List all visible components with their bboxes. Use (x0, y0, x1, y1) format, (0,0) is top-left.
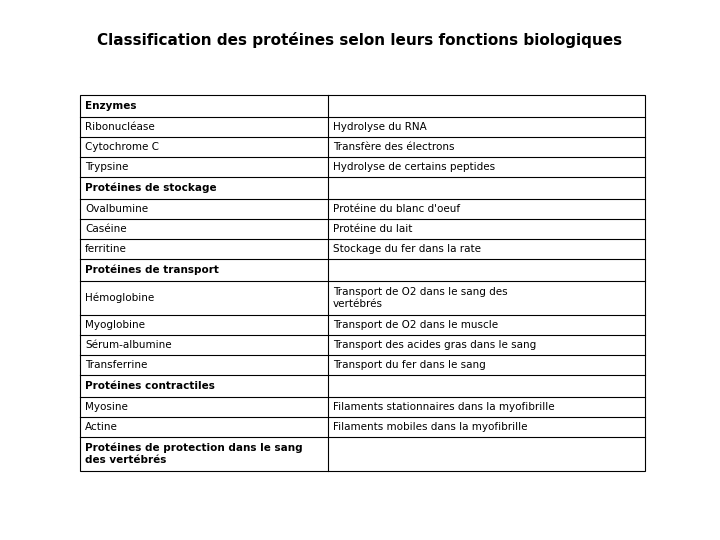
Text: Hémoglobine: Hémoglobine (85, 293, 154, 303)
Text: Enzymes: Enzymes (85, 101, 137, 111)
Text: Protéines de transport: Protéines de transport (85, 265, 219, 275)
Text: Transport de O2 dans le muscle: Transport de O2 dans le muscle (333, 320, 498, 330)
Text: Transfère des électrons: Transfère des électrons (333, 142, 454, 152)
Text: Transport du fer dans le sang: Transport du fer dans le sang (333, 360, 486, 370)
Text: Stockage du fer dans la rate: Stockage du fer dans la rate (333, 244, 481, 254)
Text: Cytochrome C: Cytochrome C (85, 142, 159, 152)
Text: Filaments mobiles dans la myofibrille: Filaments mobiles dans la myofibrille (333, 422, 528, 432)
Text: Myoglobine: Myoglobine (85, 320, 145, 330)
Text: Actine: Actine (85, 422, 118, 432)
Text: Filaments stationnaires dans la myofibrille: Filaments stationnaires dans la myofibri… (333, 402, 554, 412)
Bar (80, 95, 645, 471)
Text: Protéine du blanc d'oeuf: Protéine du blanc d'oeuf (333, 204, 460, 214)
Text: Trypsine: Trypsine (85, 162, 128, 172)
Text: Transport des acides gras dans le sang: Transport des acides gras dans le sang (333, 340, 536, 350)
Text: Myosine: Myosine (85, 402, 128, 412)
Text: Protéines de stockage: Protéines de stockage (85, 183, 217, 193)
Text: Transferrine: Transferrine (85, 360, 148, 370)
Text: Hydrolyse du RNA: Hydrolyse du RNA (333, 122, 427, 132)
Text: Protéines de protection dans le sang
des vertébrés: Protéines de protection dans le sang des… (85, 443, 302, 465)
Text: Protéine du lait: Protéine du lait (333, 224, 413, 234)
Text: Classification des protéines selon leurs fonctions biologiques: Classification des protéines selon leurs… (97, 32, 623, 48)
Text: Caséine: Caséine (85, 224, 127, 234)
Text: Sérum-albumine: Sérum-albumine (85, 340, 171, 350)
Text: Ovalbumine: Ovalbumine (85, 204, 148, 214)
Text: Protéines contractiles: Protéines contractiles (85, 381, 215, 391)
Text: ferritine: ferritine (85, 244, 127, 254)
Text: Transport de O2 dans le sang des
vertébrés: Transport de O2 dans le sang des vertébr… (333, 287, 508, 309)
Text: Hydrolyse de certains peptides: Hydrolyse de certains peptides (333, 162, 495, 172)
Text: Ribonucléase: Ribonucléase (85, 122, 155, 132)
